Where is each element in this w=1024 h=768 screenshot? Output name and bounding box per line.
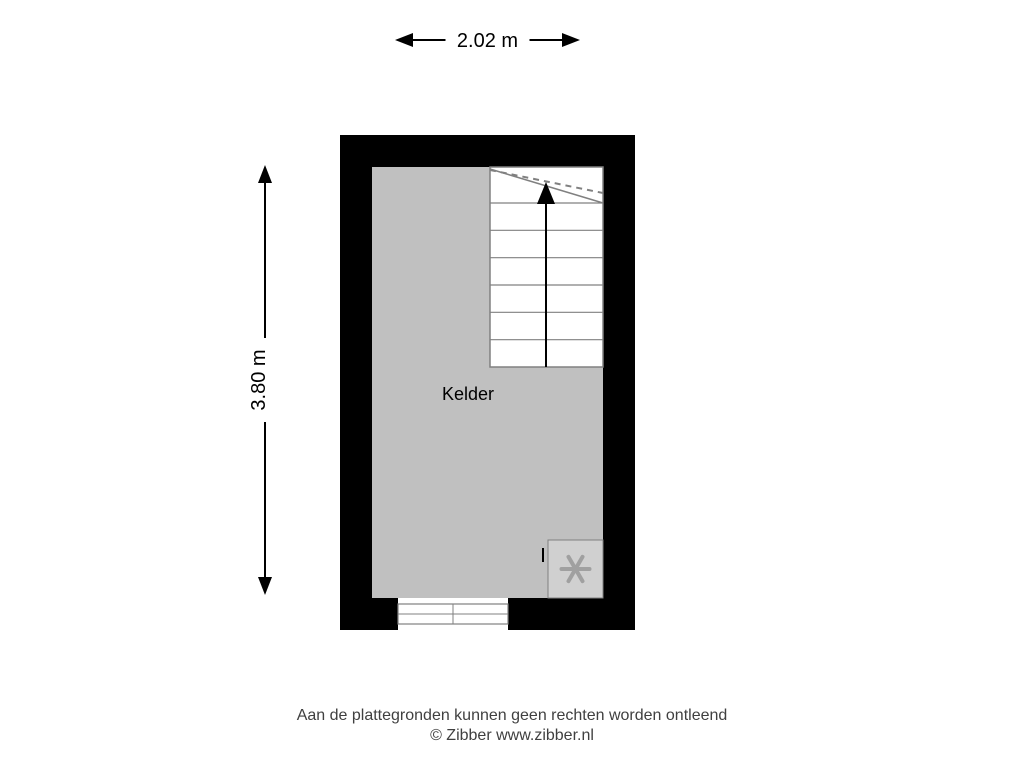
room-label: Kelder — [442, 384, 494, 404]
footer-copyright: © Zibber www.zibber.nl — [430, 727, 594, 744]
dim-top-arrow-right — [562, 33, 580, 47]
floorplan-diagram: 2.02 m 3.80 m Kelder Aan de plattegronden k… — [0, 0, 1024, 768]
dim-left-arrow-bottom — [258, 577, 272, 595]
dim-left-arrow-top — [258, 165, 272, 183]
dim-top-label: 2.02 m — [457, 30, 518, 52]
footer-disclaimer: Aan de plattegronden kunnen geen rechten… — [297, 707, 728, 724]
dim-top-arrow-left — [395, 33, 413, 47]
dim-left-label: 3.80 m — [248, 349, 270, 410]
